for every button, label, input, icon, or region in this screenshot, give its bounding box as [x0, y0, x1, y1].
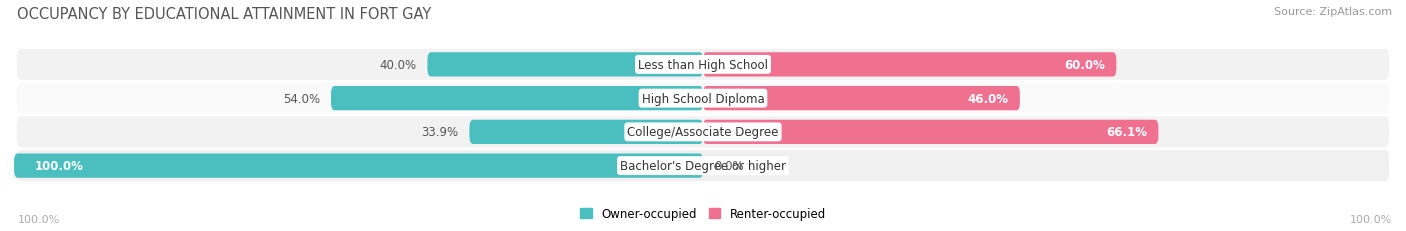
FancyBboxPatch shape [17, 150, 1389, 181]
Text: 100.0%: 100.0% [35, 159, 83, 172]
Text: OCCUPANCY BY EDUCATIONAL ATTAINMENT IN FORT GAY: OCCUPANCY BY EDUCATIONAL ATTAINMENT IN F… [17, 7, 432, 22]
FancyBboxPatch shape [17, 117, 1389, 148]
FancyBboxPatch shape [330, 87, 703, 111]
Text: Bachelor's Degree or higher: Bachelor's Degree or higher [620, 159, 786, 172]
Text: 60.0%: 60.0% [1064, 59, 1105, 72]
Text: 54.0%: 54.0% [283, 92, 321, 105]
Legend: Owner-occupied, Renter-occupied: Owner-occupied, Renter-occupied [575, 203, 831, 225]
Text: 66.1%: 66.1% [1107, 126, 1147, 139]
Text: 33.9%: 33.9% [422, 126, 458, 139]
Text: 46.0%: 46.0% [967, 92, 1010, 105]
Text: Source: ZipAtlas.com: Source: ZipAtlas.com [1274, 7, 1392, 17]
FancyBboxPatch shape [14, 154, 703, 178]
Text: 40.0%: 40.0% [380, 59, 416, 72]
Text: 0.0%: 0.0% [714, 159, 744, 172]
Text: 100.0%: 100.0% [18, 214, 60, 224]
Text: Less than High School: Less than High School [638, 59, 768, 72]
FancyBboxPatch shape [470, 120, 703, 144]
Text: 100.0%: 100.0% [1350, 214, 1392, 224]
Text: High School Diploma: High School Diploma [641, 92, 765, 105]
FancyBboxPatch shape [427, 53, 703, 77]
FancyBboxPatch shape [17, 50, 1389, 81]
FancyBboxPatch shape [703, 53, 1116, 77]
FancyBboxPatch shape [17, 83, 1389, 114]
FancyBboxPatch shape [703, 87, 1019, 111]
FancyBboxPatch shape [703, 120, 1159, 144]
Text: College/Associate Degree: College/Associate Degree [627, 126, 779, 139]
